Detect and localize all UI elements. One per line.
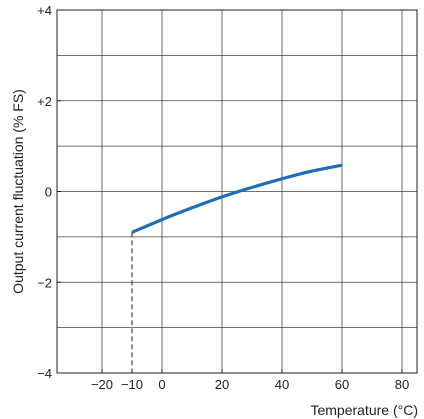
x-axis: −20 −10 0 20 40 60 80 <box>91 369 409 392</box>
y-axis-title: Output current fluctuation (% FS) <box>10 89 26 294</box>
x-tick-label: 0 <box>158 377 165 392</box>
series-layer <box>131 163 343 234</box>
y-tick-label: 0 <box>45 185 52 200</box>
x-tick-label: 60 <box>335 377 349 392</box>
x-tick-label: −10 <box>121 377 143 392</box>
y-tick-label: +2 <box>37 94 52 109</box>
y-tick-label: −4 <box>37 366 52 381</box>
x-tick-label: 20 <box>215 377 229 392</box>
y-tick-label: +4 <box>37 3 52 18</box>
x-tick-label: −20 <box>91 377 113 392</box>
x-tick-label: 80 <box>395 377 409 392</box>
grid <box>57 10 417 373</box>
y-tick-label: −2 <box>37 275 52 290</box>
y-axis: +4 +2 0 −2 −4 <box>37 3 61 381</box>
x-tick-label: 40 <box>275 377 289 392</box>
x-axis-title: Temperature (°C) <box>310 402 418 418</box>
series-line <box>131 163 343 234</box>
